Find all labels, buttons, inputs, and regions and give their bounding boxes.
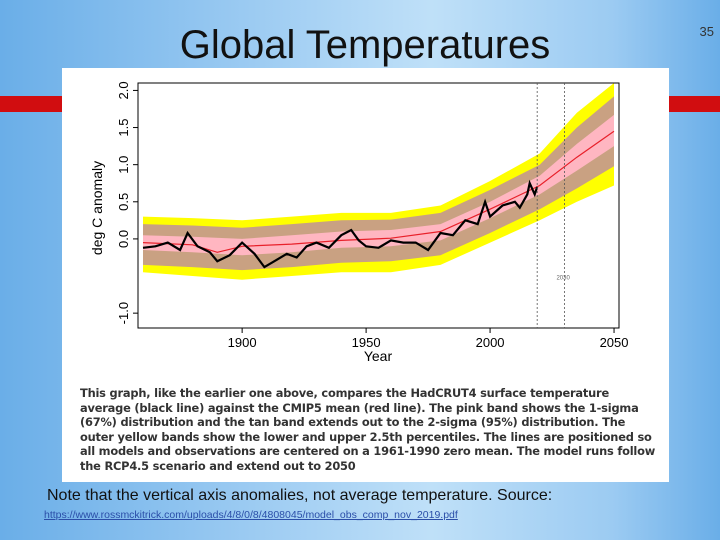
y-axis-label: deg C anomaly [89,161,105,255]
vline-label: 2030 [556,276,570,282]
slide-title: Global Temperatures [179,23,551,67]
y-tick-label-5: 2.0 [116,81,131,99]
chart-caption: This graph, like the earlier one above, … [80,386,656,473]
y-tick-label-4: 1.5 [116,119,131,137]
plot-frame [137,82,620,329]
source-link[interactable]: https://www.rossmckitrick.com/uploads/4/… [44,509,458,521]
x-axis-label: Year [364,348,393,364]
y-tick-label-0: -1.0 [116,302,131,324]
temperature-chart: 1900 1950 2000 2050 -1.0 0.0 0.5 1.0 1.5 2.0 Year… [89,81,629,364]
x-tick-label-2000: 2000 [476,335,505,350]
y-tick-label-1: 0.0 [116,230,131,248]
y-tick-label-3: 1.0 [116,156,131,174]
y-tick-label-2: 0.5 [116,193,131,211]
source-note: Note that the vertical axis anomalies, n… [47,487,553,504]
series-band-2 [143,114,614,256]
series-line-4 [142,179,539,269]
accent-bar-right [669,96,720,112]
slide-number: 35 [699,24,714,39]
x-tick-label-1900: 1900 [228,335,257,350]
accent-bar-left [0,96,62,112]
series-line-3 [142,130,615,253]
x-tick-label-1950: 1950 [352,335,381,350]
chart-figure: 1900 1950 2000 2050 -1.0 0.0 0.5 1.0 1.5 2.0 Year… [62,68,669,482]
series-band-1 [143,96,614,271]
x-tick-label-2050: 2050 [600,335,629,350]
